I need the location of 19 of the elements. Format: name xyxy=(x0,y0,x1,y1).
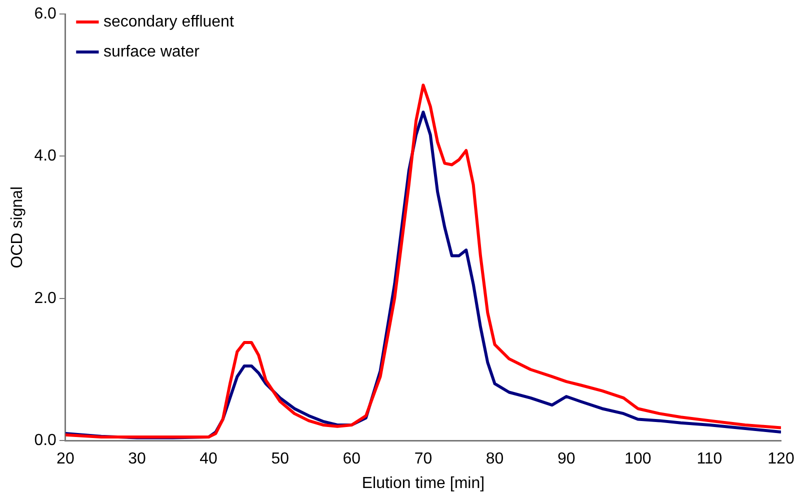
x-tick-label: 90 xyxy=(557,450,576,468)
legend-label: surface water xyxy=(103,43,200,60)
x-tick-label: 40 xyxy=(200,450,218,468)
x-tick-label: 20 xyxy=(56,450,74,468)
x-tick-label: 30 xyxy=(128,450,146,468)
y-tick-label: 0.0 xyxy=(34,432,57,450)
x-tick-label: 120 xyxy=(768,450,794,468)
x-tick-label: 50 xyxy=(271,450,290,468)
x-tick-label: 100 xyxy=(624,450,652,468)
y-tick-label: 4.0 xyxy=(34,148,57,165)
x-tick-label: 110 xyxy=(696,450,722,468)
x-tick-label: 80 xyxy=(486,450,504,468)
y-axis-title: OCD signal xyxy=(9,186,26,268)
x-axis-title: Elution time [min] xyxy=(362,474,485,492)
legend-label: secondary effluent xyxy=(103,13,234,30)
x-tick-label: 70 xyxy=(414,450,432,468)
x-tick-label: 60 xyxy=(342,450,361,468)
y-tick-label: 6.0 xyxy=(34,5,57,22)
y-tick-label: 2.0 xyxy=(34,290,57,307)
